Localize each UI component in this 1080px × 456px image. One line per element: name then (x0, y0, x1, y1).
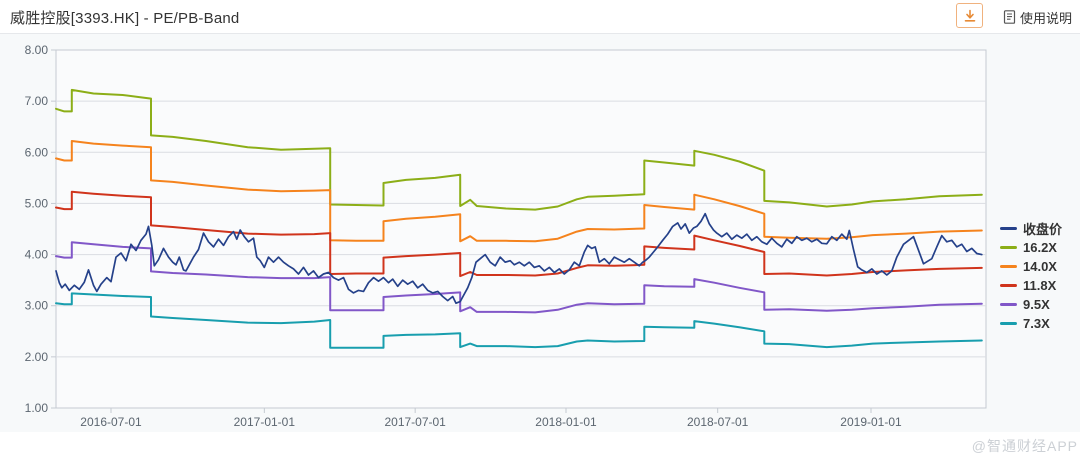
x-axis-label: 2017-01-01 (234, 415, 296, 429)
pe-band-chart: 8.00 7.00 6.00 5.00 4.00 3.00 2.00 1.00 2016-07-… (25, 43, 987, 429)
x-axis-label: 2019-01-01 (840, 415, 902, 429)
page-title: 威胜控股[3393.HK] - PE/PB-Band (10, 10, 240, 27)
band-16-2x-line (55, 88, 983, 211)
y-axis-label: 3.00 (25, 299, 49, 313)
band-9-5x-line (55, 241, 983, 314)
close-price-line (55, 212, 983, 305)
chart-widget: 8.00 7.00 6.00 5.00 4.00 3.00 2.00 1.00 2016-07-… (0, 34, 1080, 454)
legend-swatch-close-price (1000, 226, 1017, 230)
legend-swatch-band-7-3x (1000, 321, 1017, 325)
manual-label: 使用说明 (1020, 10, 1073, 26)
legend-swatch-band-14-0x (1000, 264, 1017, 268)
legend-item-band-7-3x[interactable]: 7.3X (1000, 315, 1078, 331)
x-axis-label: 2017-07-01 (384, 415, 446, 429)
x-axis-label: 2016-07-01 (80, 415, 142, 429)
legend-label-close-price: 收盘价 (1023, 221, 1063, 237)
legend-item-band-14-0x[interactable]: 14.0X (1000, 258, 1078, 274)
y-axis-label: 4.00 (25, 248, 49, 262)
x-axis-label: 2018-07-01 (687, 415, 749, 429)
legend-item-band-16-2x[interactable]: 16.2X (1000, 239, 1078, 255)
legend-label-band-11-8x: 11.8X (1023, 277, 1057, 293)
y-axis-label: 5.00 (25, 196, 49, 210)
legend-swatch-band-16-2x (1000, 245, 1017, 249)
chart-header: 威胜控股[3393.HK] - PE/PB-Band 使用说明 (0, 0, 1080, 33)
y-axis-label: 7.00 (25, 94, 49, 108)
band-7-3x-line (55, 292, 983, 349)
legend-label-band-7-3x: 7.3X (1023, 315, 1050, 331)
legend-label-band-9-5x: 9.5X (1023, 296, 1050, 312)
download-icon (962, 8, 978, 24)
band-14-0x-line (55, 140, 983, 243)
chart-legend: 收盘价 16.2X 14.0X 11.8X 9.5X 7.3X (1000, 220, 1078, 334)
legend-item-close-price[interactable]: 收盘价 (1000, 220, 1078, 237)
manual-button[interactable]: 使用说明 (1002, 7, 1072, 27)
legend-swatch-band-9-5x (1000, 302, 1017, 306)
legend-label-band-14-0x: 14.0X (1023, 258, 1057, 274)
y-axis-label: 1.00 (25, 401, 49, 415)
download-button[interactable] (956, 3, 983, 28)
legend-item-band-9-5x[interactable]: 9.5X (1000, 296, 1078, 312)
legend-swatch-band-11-8x (1000, 283, 1017, 287)
legend-item-band-11-8x[interactable]: 11.8X (1000, 277, 1078, 293)
manual-icon (1002, 9, 1017, 25)
y-axis-label: 6.00 (25, 145, 49, 159)
y-axis-label: 8.00 (25, 43, 49, 57)
legend-label-band-16-2x: 16.2X (1023, 239, 1057, 255)
x-axis-label: 2018-01-01 (535, 415, 597, 429)
watermark: @智通财经APP (971, 438, 1078, 454)
plot-area (55, 49, 987, 409)
y-axis-label: 2.00 (25, 350, 49, 364)
header-divider (0, 33, 1080, 34)
